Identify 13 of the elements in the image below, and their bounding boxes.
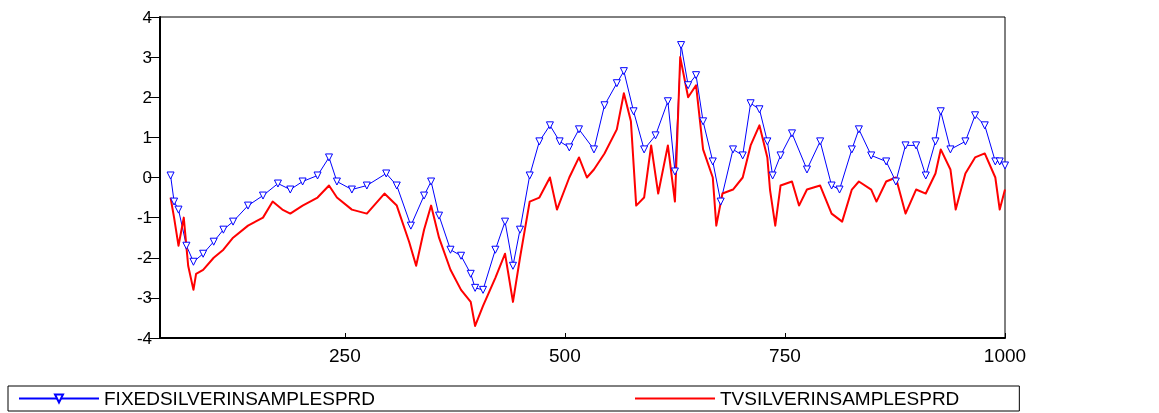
line-series [169,56,1006,327]
y-tick-label: -4 [136,328,152,348]
legend-label: FIXEDSILVERINSAMPLESPRD [104,388,376,409]
y-tick-label: 0 [142,168,152,187]
y-tick-label: 2 [142,87,152,107]
legend-label: TVSILVERINSAMPLESPRD [720,388,960,409]
x-tick-label: 500 [549,345,581,366]
y-tick-label: -2 [136,248,152,268]
y-tick-label: 1 [142,127,152,147]
x-tick-label: 250 [328,345,361,366]
y-tick-label: -1 [136,208,152,228]
x-tick-label: 750 [769,345,801,366]
x-tick-label: 1000 [983,345,1027,366]
